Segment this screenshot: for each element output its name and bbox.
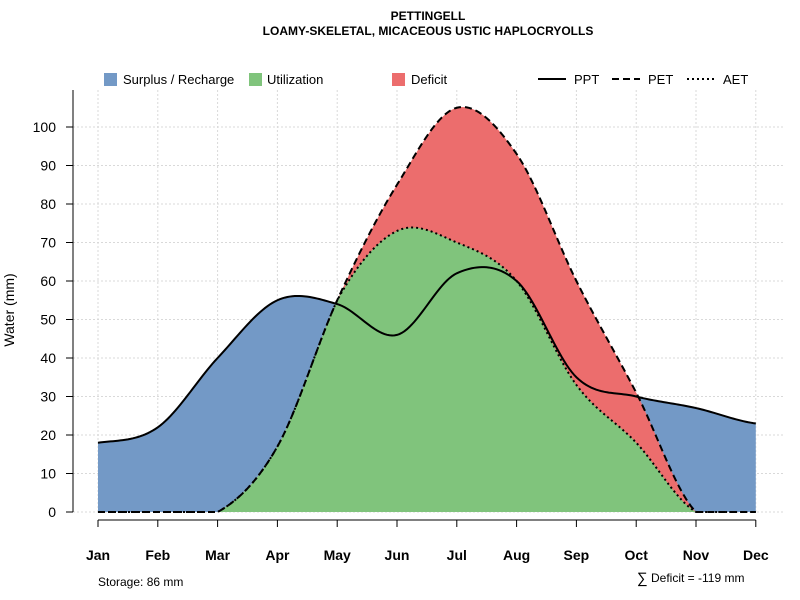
legend-label-deficit: Deficit: [411, 72, 448, 87]
y-tick-label: 20: [40, 427, 56, 443]
x-tick-label: Apr: [265, 547, 290, 563]
series-line-aet: [98, 226, 756, 513]
axes: 0 10 20 30 40 50 60 70 80 90 100 Jan Feb Mar Apr May Jun…: [33, 90, 769, 563]
x-tick-label: Nov: [683, 547, 710, 563]
x-tick-label: Mar: [205, 547, 230, 563]
chart-title: PETTINGELL: [391, 9, 466, 23]
y-axis-label: Water (mm): [1, 273, 17, 346]
legend-label-surplus: Surplus / Recharge: [123, 72, 234, 87]
y-tick-label: 40: [40, 350, 56, 366]
area-layer: [98, 107, 756, 512]
chart-subtitle: LOAMY-SKELETAL, MICACEOUS USTIC HAPLOCRY…: [263, 24, 594, 38]
x-tick-label: Jan: [86, 547, 110, 563]
legend-swatch-surplus: [104, 73, 117, 86]
x-tick-label: Oct: [625, 547, 649, 563]
deficit-sum-symbol: ∑: [637, 570, 648, 587]
x-tick-label: Jul: [447, 547, 467, 563]
legend-label-ppt: PPT: [574, 72, 599, 87]
y-tick-label: 70: [40, 235, 56, 251]
legend-label-utilization: Utilization: [267, 72, 323, 87]
y-tick-label: 80: [40, 196, 56, 212]
legend-label-aet: AET: [723, 72, 748, 87]
legend: Surplus / Recharge Utilization Deficit P…: [104, 72, 748, 87]
deficit-total-note: Deficit = -119 mm: [651, 571, 744, 585]
legend-label-pet: PET: [648, 72, 673, 87]
x-tick-label: Aug: [503, 547, 530, 563]
legend-swatch-deficit: [392, 73, 405, 86]
x-tick-label: Sep: [564, 547, 590, 563]
y-tick-label: 50: [40, 312, 56, 328]
y-tick-label: 60: [40, 273, 56, 289]
x-tick-label: Dec: [743, 547, 769, 563]
x-tick-label: Jun: [385, 547, 410, 563]
x-tick-label: Feb: [145, 547, 170, 563]
legend-swatch-utilization: [249, 73, 262, 86]
y-tick-label: 0: [48, 504, 56, 520]
series-line-pet: [98, 106, 756, 513]
y-tick-label: 30: [40, 389, 56, 405]
y-tick-label: 90: [40, 158, 56, 174]
area-utilization: [98, 227, 756, 512]
x-tick-label: May: [324, 547, 351, 563]
storage-note: Storage: 86 mm: [98, 575, 183, 589]
line-layer: [97, 106, 756, 513]
y-tick-label: 100: [33, 119, 57, 135]
series-line-ppt: [97, 266, 756, 444]
y-tick-label: 10: [40, 466, 56, 482]
